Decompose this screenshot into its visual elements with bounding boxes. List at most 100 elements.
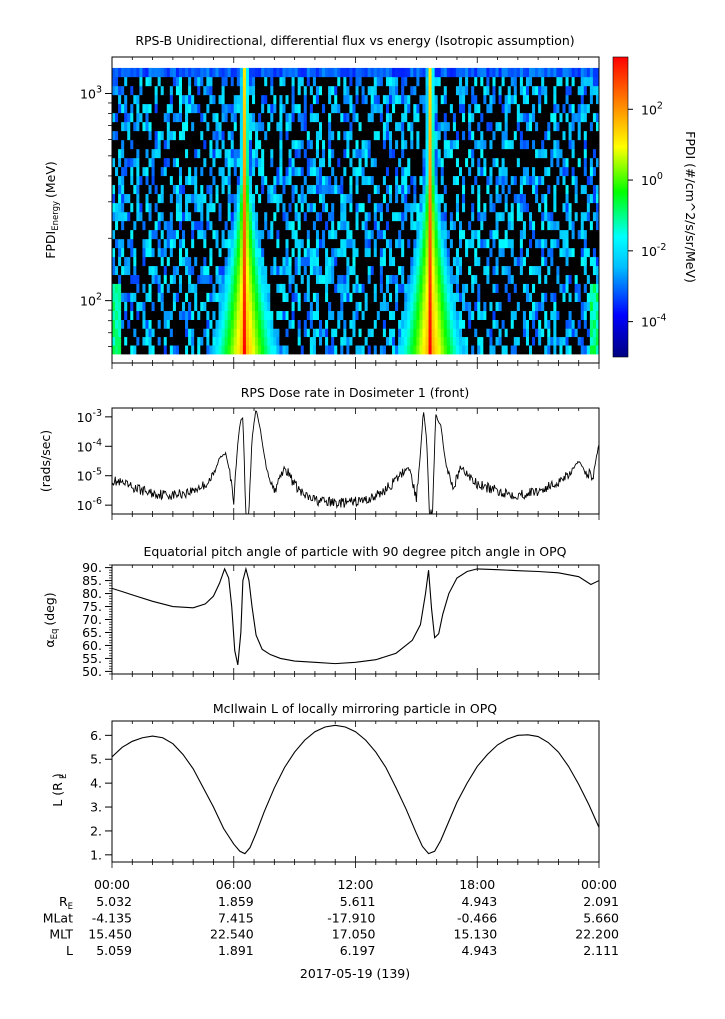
spectrogram-cell — [130, 265, 134, 276]
spectrogram-cell — [303, 319, 308, 329]
spectrogram-cell — [480, 193, 484, 204]
spectrogram-cell — [492, 220, 496, 231]
spectrogram-cell — [306, 310, 311, 320]
spectrogram-cell — [315, 175, 320, 186]
spectrogram-cell — [154, 229, 159, 240]
spectrogram-cell — [300, 139, 305, 150]
spectrogram-cell — [291, 301, 296, 312]
spectrogram-cell — [401, 274, 405, 284]
spectrogram-cell — [318, 319, 323, 329]
spectrogram-cell — [136, 67, 140, 78]
spectrogram-cell — [507, 319, 512, 329]
spectrogram-cell — [361, 193, 366, 204]
spectrogram-cell — [416, 301, 420, 312]
spectrogram-cell — [398, 247, 402, 258]
spectrogram-cell — [434, 85, 439, 96]
spectrogram-cell — [185, 112, 189, 123]
spectrogram-cell — [395, 256, 399, 267]
spectrogram-cell — [145, 256, 149, 267]
spectrogram-cell — [559, 94, 563, 105]
spectrogram-cell — [349, 202, 353, 213]
spectrogram-cell — [133, 139, 137, 150]
spectrogram-cell — [538, 256, 542, 267]
spectrogram-cell — [525, 67, 530, 78]
spectrogram-cell — [416, 336, 420, 346]
spectrogram-cell — [157, 76, 162, 87]
spectrogram-cell — [188, 310, 192, 320]
spectrogram-cell — [422, 94, 426, 105]
spectrogram-cell — [203, 220, 207, 231]
spectrogram-cell — [568, 238, 572, 249]
spectrogram-cell — [352, 229, 356, 240]
spectrogram-cell — [504, 157, 509, 168]
spectrogram-cell — [309, 112, 314, 123]
spectrogram-cell — [160, 166, 165, 177]
spectrogram-cell — [279, 336, 283, 346]
spectrogram-cell — [407, 112, 411, 123]
spectrogram-cell — [556, 148, 560, 159]
spectrogram-cell — [541, 121, 545, 132]
spectrogram-cell — [218, 301, 222, 312]
spectrogram-cell — [437, 157, 442, 168]
spectrogram-cell — [197, 336, 201, 346]
spectrogram-cell — [337, 292, 341, 302]
spectrogram-cell — [163, 103, 168, 114]
spectrogram-cell — [528, 76, 533, 87]
spectrogram-cell — [127, 85, 131, 96]
spectrogram-cell — [315, 94, 320, 105]
spectrogram-cell — [182, 292, 186, 302]
spectrogram-cell — [574, 229, 579, 240]
spectrogram-cell — [392, 345, 396, 355]
spectrogram-cell — [395, 94, 399, 105]
spectrogram-cell — [145, 148, 149, 159]
spectrogram-cell — [437, 301, 442, 312]
spectrogram-cell — [462, 292, 466, 302]
spectrogram-cell — [282, 256, 286, 267]
spectrogram-cell — [553, 345, 557, 355]
spectrogram-cell — [376, 238, 381, 249]
spectrogram-cell — [200, 301, 204, 312]
spectrogram-cell — [288, 157, 292, 168]
spectrogram-cell — [498, 283, 502, 293]
spectrogram-cell — [355, 283, 359, 293]
spectrogram-cell — [279, 202, 283, 213]
spectrogram-cell — [388, 67, 393, 78]
spectrogram-cell — [407, 85, 411, 96]
spectrogram-cell — [431, 157, 436, 168]
spectrogram-cell — [410, 319, 414, 329]
spectrogram-cell — [215, 345, 219, 355]
spectrogram-cell — [510, 202, 515, 213]
spectrogram-cell — [297, 292, 302, 302]
spectrogram-cell — [309, 274, 314, 284]
spectrogram-cell — [306, 336, 311, 346]
spectrogram-cell — [407, 193, 411, 204]
spectrogram-cell — [255, 310, 259, 320]
spectrogram-cell — [142, 319, 146, 329]
spectrogram-cell — [364, 292, 369, 302]
spectrogram-cell — [553, 274, 557, 284]
spectrogram-cell — [252, 103, 256, 114]
spectrogram-cell — [392, 112, 396, 123]
spectrogram-cell — [367, 345, 372, 355]
spectrogram-cell — [130, 139, 134, 150]
spectrogram-cell — [532, 328, 536, 338]
spectrogram-cell — [261, 193, 265, 204]
spectrogram-cell — [562, 292, 566, 302]
spectrogram-cell — [112, 336, 116, 346]
spectrogram-cell — [498, 229, 502, 240]
spectrogram-cell — [288, 238, 292, 249]
spectrogram-cell — [191, 345, 195, 355]
spectrogram-cell — [148, 319, 152, 329]
spectrogram-cell — [538, 85, 542, 96]
spectrogram-cell — [452, 175, 457, 186]
spectrogram-cell — [452, 292, 457, 302]
spectrogram-cell — [182, 175, 186, 186]
spectrogram-cell — [574, 103, 579, 114]
spectrogram-cell — [562, 175, 566, 186]
spectrogram-cell — [233, 220, 238, 231]
spectrogram-cell — [413, 184, 417, 195]
spectrogram-cell — [404, 166, 408, 177]
spectrogram-cell — [404, 175, 408, 186]
spectrogram-cell — [303, 336, 308, 346]
spectrogram-cell — [565, 328, 569, 338]
